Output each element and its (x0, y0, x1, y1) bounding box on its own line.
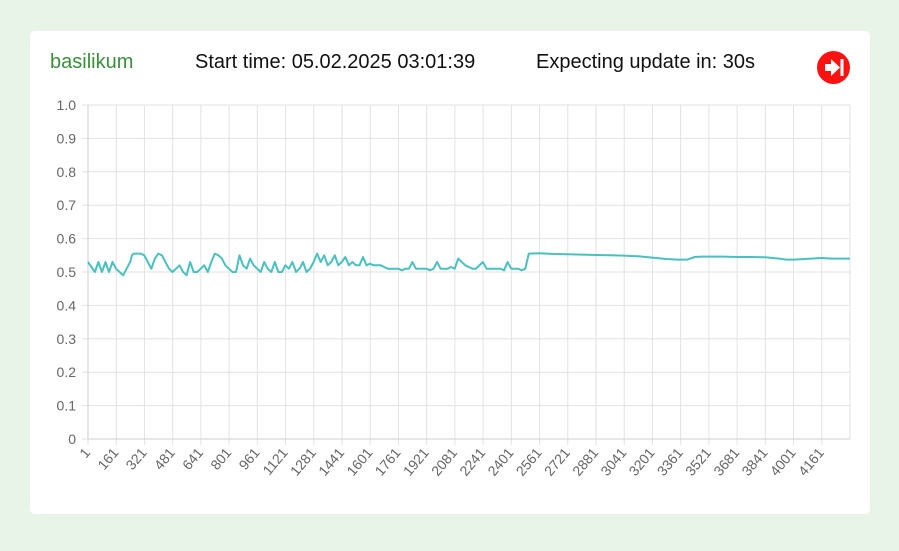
x-tick-label: 4161 (795, 444, 827, 478)
y-tick-label: 0 (68, 431, 76, 447)
start-time-label: Start time: 05.02.2025 03:01:39 (195, 51, 476, 73)
x-tick-label: 3681 (710, 444, 742, 478)
sensor-line-chart: 0 0.1 0.2 0.3 0.4 0.5 0.6 0.7 0.8 0.9 1.0 1 161 321 48… (57, 97, 851, 479)
x-tick-label: 2241 (456, 444, 488, 478)
x-tick-label: 801 (207, 444, 234, 472)
x-tick-label: 3841 (738, 444, 770, 478)
y-tick-label: 1.0 (57, 97, 77, 113)
x-tick-label: 1 (76, 444, 93, 460)
x-tick-label: 1921 (400, 444, 432, 478)
x-tick-label: 1761 (371, 444, 403, 478)
y-tick-label: 0.3 (57, 331, 77, 347)
x-tick-label: 2081 (428, 444, 460, 478)
x-tick-label: 3521 (682, 444, 714, 478)
y-tick-label: 0.9 (57, 130, 77, 146)
plant-name: basilikum (50, 51, 134, 73)
x-tick-label: 1281 (287, 444, 319, 478)
x-tick-label: 641 (179, 444, 206, 472)
x-tick-label: 1601 (343, 444, 375, 478)
y-tick-label: 0.8 (57, 164, 77, 180)
x-tick-label: 2721 (541, 444, 573, 478)
x-tick-label: 2881 (569, 444, 601, 478)
x-tick-label: 961 (235, 444, 262, 472)
chart-card: basilikum Start time: 05.02.2025 03:01:3… (30, 31, 870, 514)
x-tick-label: 161 (94, 444, 121, 472)
y-tick-label: 0.6 (57, 231, 77, 247)
y-tick-label: 0.5 (57, 264, 77, 280)
y-tick-label: 0.1 (57, 398, 77, 414)
y-tick-label: 0.2 (57, 364, 77, 380)
x-tick-label: 1441 (315, 444, 347, 478)
x-tick-label: 3201 (625, 444, 657, 478)
skip-button[interactable] (817, 51, 850, 84)
x-tick-label: 1121 (259, 444, 291, 478)
y-tick-label: 0.7 (57, 197, 77, 213)
x-tick-label: 4001 (767, 444, 799, 478)
x-tick-label: 481 (151, 444, 178, 472)
x-tick-label: 321 (122, 444, 149, 472)
y-tick-label: 0.4 (57, 297, 77, 313)
skip-forward-icon (825, 59, 844, 76)
x-tick-label: 3041 (597, 444, 629, 478)
x-tick-label: 2561 (513, 444, 545, 478)
x-tick-label: 3361 (654, 444, 686, 478)
update-countdown-label: Expecting update in: 30s (536, 51, 756, 73)
x-tick-label: 2401 (484, 444, 516, 478)
series-line (87, 252, 850, 277)
